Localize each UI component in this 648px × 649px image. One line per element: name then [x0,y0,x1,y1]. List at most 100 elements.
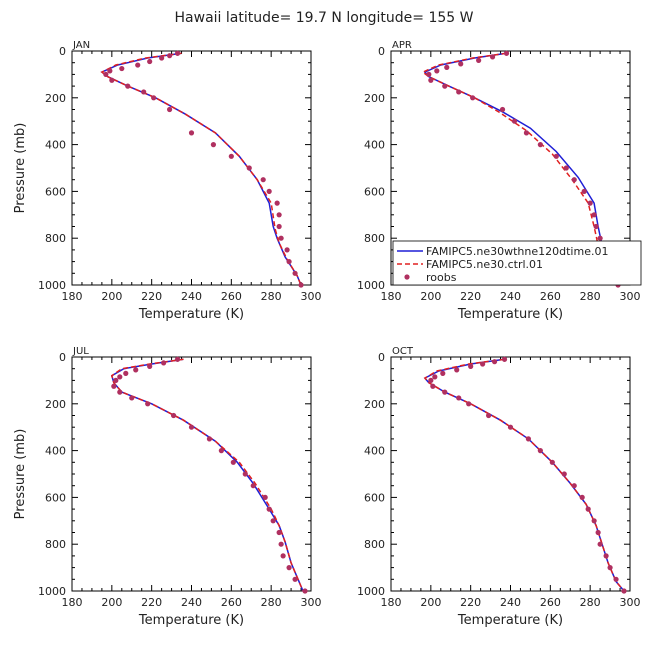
roobs-point [125,83,131,89]
x-tick-label: 260 [221,596,242,609]
roobs-point [270,518,276,524]
y-tick-label: 400 [45,139,66,152]
y-tick-label: 600 [45,491,66,504]
roobs-point [206,436,213,442]
roobs-point [432,374,438,380]
roobs-point [276,223,282,230]
roobs-point [145,401,151,407]
roobs-point [302,588,308,594]
panel-label: APR [392,40,412,51]
y-tick-label: 800 [45,538,66,551]
roobs-point [428,377,434,383]
x-tick-label: 180 [62,596,83,609]
roobs-point [549,459,555,465]
roobs-point [161,360,167,366]
panel-label: JAN [72,40,90,51]
roobs-point [456,89,462,95]
roobs-point [242,471,248,477]
y-tick-label: 800 [364,232,385,245]
roobs-point [250,483,256,489]
y-tick-label: 800 [45,232,66,245]
x-tick-label: 240 [181,290,202,303]
roobs-point [276,529,282,536]
roobs-point [456,395,462,401]
panel-jul: 180 200 220 240 260 280 300 0 200 400 600 800 1000 Te… [13,346,322,628]
panels: 180 200 220 240 260 280 300 0 200 400 600 800 1000 Te… [13,40,642,628]
x-tick-label: 280 [580,596,601,609]
roobs-point [603,553,609,559]
roobs-point [597,235,603,241]
x-tick-label: 180 [381,596,402,609]
roobs-point [109,77,115,83]
roobs-point [563,165,569,171]
y-tick-label: 1000 [357,585,385,598]
x-tick-label: 300 [301,290,322,303]
roobs-point [593,223,599,230]
x-tick-label: 280 [580,290,601,303]
roobs-point [485,412,492,419]
roobs-point [523,130,530,136]
roobs-point [525,436,532,442]
x-tick-label: 220 [460,596,481,609]
roobs-point [581,188,587,194]
roobs-point [434,68,440,74]
x-tick-label: 240 [181,596,202,609]
x-tick-label: 220 [460,290,481,303]
y-tick-label: 600 [364,491,385,504]
roobs-point [113,377,119,383]
roobs-point [480,361,486,367]
roobs-point [103,71,109,77]
roobs-point [117,374,123,380]
roobs-point [597,541,603,547]
roobs-point [571,177,577,183]
series-line-ctrl [423,358,625,592]
roobs-point [141,89,147,95]
roobs-point [428,77,434,83]
roobs-point [579,494,585,500]
x-tick-label: 240 [500,596,521,609]
roobs-point [587,200,593,206]
roobs-point [278,235,284,241]
legend-label: roobs [426,271,457,284]
x-tick-label: 300 [301,596,322,609]
x-axis-label: Temperature (K) [457,613,563,628]
roobs-point [135,62,141,68]
roobs-point [613,576,619,582]
series-line-ctrl [421,52,619,286]
series-line-ctrl [110,358,304,592]
y-tick-label: 0 [59,45,66,58]
x-tick-label: 200 [101,596,122,609]
roobs-point [426,71,432,77]
x-tick-label: 240 [500,290,521,303]
roobs-point [230,459,236,465]
plot-frame [71,50,312,286]
roobs-point [274,200,280,206]
roobs-point [585,506,591,512]
roobs-point [468,363,474,369]
y-tick-label: 400 [364,445,385,458]
roobs-point [260,177,266,183]
roobs-point [266,506,272,512]
roobs-point [537,448,543,454]
x-tick-label: 200 [420,290,441,303]
y-tick-label: 600 [45,185,66,198]
panel-label: OCT [392,346,414,357]
x-tick-label: 300 [620,596,641,609]
roobs-point [511,118,518,124]
x-axis-label: Temperature (K) [457,307,563,322]
roobs-point [278,541,284,547]
roobs-point [501,356,508,362]
legend-label: FAMIPC5.ne30.ctrl.01 [426,258,543,271]
x-tick-label: 300 [620,290,641,303]
roobs-point [174,356,181,362]
roobs-point [503,50,510,56]
x-tick-label: 260 [221,290,242,303]
roobs-point [166,106,173,113]
y-tick-label: 1000 [357,279,385,292]
roobs-point [458,61,464,67]
series-line-ne30wthne120dtime [110,358,304,592]
roobs-point [591,518,597,524]
legend-marker-roobs [404,274,410,280]
x-tick-label: 280 [261,290,282,303]
y-tick-label: 200 [364,398,385,411]
